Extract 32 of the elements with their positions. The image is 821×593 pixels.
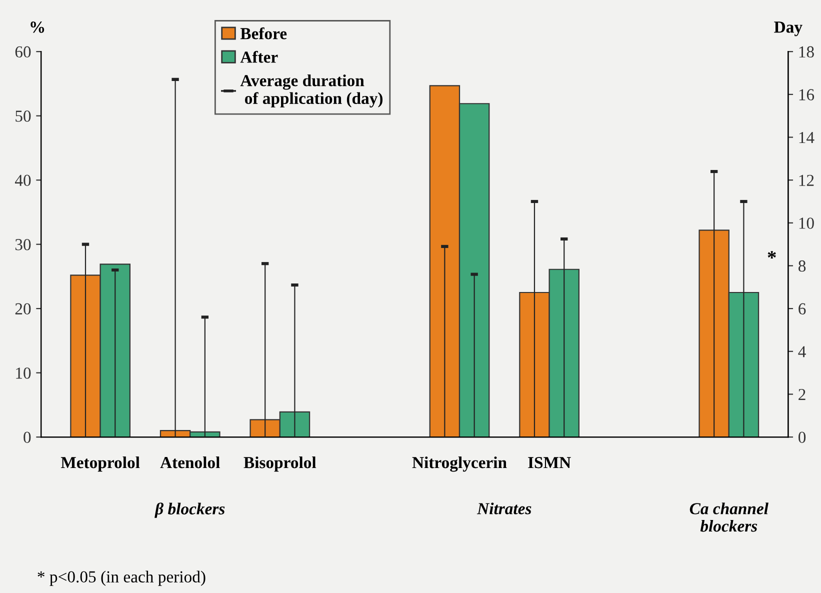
x-tick-label: Metoprolol: [60, 456, 140, 472]
y2-tick-label: 0: [798, 432, 806, 443]
y2-tick-label: 8: [798, 260, 806, 272]
y-tick-label: 10: [16, 368, 31, 379]
y-axis-title: %: [30, 22, 44, 33]
y2-tick-label: 12: [799, 174, 814, 186]
legend-label: Before: [240, 27, 287, 40]
y2-tick-label: 10: [799, 218, 814, 229]
annotation: *: [768, 251, 776, 258]
x-tick-label: ISMN: [528, 457, 571, 468]
y2-tick-label: 6: [798, 303, 806, 315]
y-tick-label: 20: [15, 303, 31, 315]
x-tick-label: Nitroglycerin: [412, 456, 507, 472]
x-tick-label: Atenolol: [160, 456, 220, 468]
text: β blockers: [154, 502, 225, 518]
y2-tick-label: 4: [798, 346, 806, 358]
y2-axis-title: Day: [774, 22, 802, 36]
y2-tick-label: 14: [799, 132, 814, 144]
y-tick-label: 60: [15, 46, 31, 58]
legend-label: After: [240, 50, 278, 63]
x-tick-label: Bisoprolol: [244, 456, 316, 472]
legend-label: Average duration of application (day): [240, 74, 383, 108]
y2-tick-label: 2: [798, 388, 806, 400]
y-tick-label: 0: [24, 432, 31, 443]
y-tick-label: 30: [15, 239, 31, 250]
y2-tick-label: 16: [799, 89, 814, 100]
y2-tick-label: 18: [799, 46, 814, 58]
text: Nitrates: [476, 502, 532, 514]
y-tick-label: 40: [14, 174, 31, 186]
y-tick-label: 50: [16, 110, 31, 122]
text: Ca channel blockers: [690, 502, 768, 532]
text: * p<0.05 (in each period): [38, 570, 206, 586]
